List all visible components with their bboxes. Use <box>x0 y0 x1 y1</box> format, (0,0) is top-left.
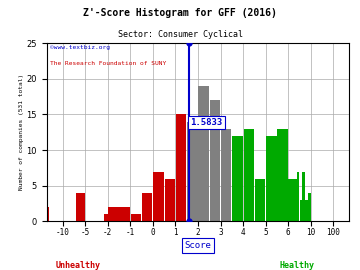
Bar <box>198 86 209 221</box>
Text: ©www.textbiz.org: ©www.textbiz.org <box>50 45 110 50</box>
Bar <box>76 193 78 221</box>
Bar <box>266 136 276 221</box>
Bar <box>78 193 81 221</box>
Bar <box>153 171 164 221</box>
Bar <box>83 193 85 221</box>
Bar <box>305 200 308 221</box>
Bar <box>302 171 305 221</box>
Bar <box>120 207 130 221</box>
Bar <box>255 179 265 221</box>
Bar <box>165 179 175 221</box>
Bar <box>244 129 254 221</box>
Bar <box>294 179 297 221</box>
Bar <box>47 207 49 221</box>
Bar <box>308 193 311 221</box>
Text: Sector: Consumer Cyclical: Sector: Consumer Cyclical <box>117 30 243 39</box>
Text: Healthy: Healthy <box>279 261 314 270</box>
Bar <box>232 136 243 221</box>
Bar <box>291 179 294 221</box>
Text: Z'-Score Histogram for GFF (2016): Z'-Score Histogram for GFF (2016) <box>83 8 277 18</box>
Text: 1.5833: 1.5833 <box>190 118 222 127</box>
Bar <box>300 200 302 221</box>
Bar <box>210 100 220 221</box>
Bar <box>288 179 291 221</box>
Bar <box>81 193 83 221</box>
X-axis label: Score: Score <box>185 241 211 250</box>
Bar <box>278 129 288 221</box>
Bar <box>108 207 118 221</box>
Bar <box>187 122 198 221</box>
Bar <box>176 114 186 221</box>
Bar <box>297 171 300 221</box>
Text: Unhealthy: Unhealthy <box>56 261 101 270</box>
Y-axis label: Number of companies (531 total): Number of companies (531 total) <box>19 74 24 190</box>
Text: The Research Foundation of SUNY: The Research Foundation of SUNY <box>50 61 166 66</box>
Bar <box>221 129 231 221</box>
Bar <box>131 214 141 221</box>
Bar <box>104 214 108 221</box>
Bar <box>142 193 152 221</box>
